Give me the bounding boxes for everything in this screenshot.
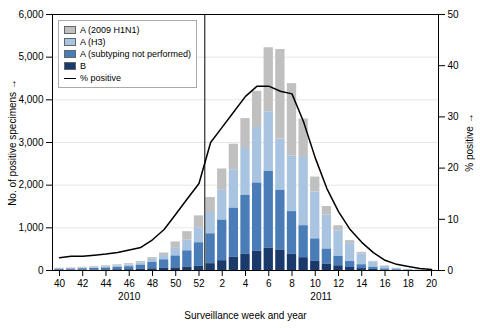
- svg-text:40: 40: [448, 60, 460, 71]
- svg-text:8: 8: [289, 278, 295, 289]
- html-text:A (2009 H1N1): A (2009 H1N1): [80, 25, 140, 35]
- svg-text:52: 52: [193, 278, 205, 289]
- svg-text:50: 50: [448, 9, 460, 20]
- svg-text:Surveillance week and year: Surveillance week and year: [184, 310, 307, 321]
- svg-text:46: 46: [124, 278, 136, 289]
- svg-text:30: 30: [448, 111, 460, 122]
- svg-text:0: 0: [38, 265, 44, 276]
- svg-text:18: 18: [403, 278, 415, 289]
- svg-text:12: 12: [333, 278, 345, 289]
- svg-text:16: 16: [379, 278, 391, 289]
- svg-text:1,000: 1,000: [18, 222, 43, 233]
- html-text:B: B: [80, 61, 86, 71]
- svg-text:2,000: 2,000: [18, 179, 43, 190]
- svg-text:14: 14: [356, 278, 368, 289]
- svg-text:No. of positive specimens →: No. of positive specimens →: [7, 79, 18, 206]
- svg-text:0: 0: [448, 265, 454, 276]
- svg-text:10: 10: [310, 278, 322, 289]
- svg-text:6,000: 6,000: [18, 9, 43, 20]
- svg-text:42: 42: [77, 278, 89, 289]
- svg-text:% positive →: % positive →: [464, 113, 475, 171]
- svg-text:4: 4: [243, 278, 249, 289]
- svg-text:20: 20: [448, 162, 460, 173]
- svg-text:6: 6: [266, 278, 272, 289]
- svg-text:40: 40: [54, 278, 66, 289]
- svg-text:2011: 2011: [310, 291, 332, 302]
- svg-text:10: 10: [448, 214, 460, 225]
- svg-text:50: 50: [170, 278, 182, 289]
- html-text:% positive: % positive: [80, 73, 121, 83]
- svg-text:3,000: 3,000: [18, 137, 43, 148]
- svg-text:2010: 2010: [118, 291, 141, 302]
- html-text:A (subtyping not performed): A (subtyping not performed): [80, 49, 192, 59]
- svg-text:44: 44: [100, 278, 112, 289]
- svg-text:20: 20: [426, 278, 438, 289]
- svg-text:2: 2: [219, 278, 225, 289]
- svg-text:5,000: 5,000: [18, 51, 43, 62]
- svg-text:4,000: 4,000: [18, 94, 43, 105]
- html-text:A (H3): A (H3): [80, 37, 106, 47]
- svg-text:48: 48: [147, 278, 159, 289]
